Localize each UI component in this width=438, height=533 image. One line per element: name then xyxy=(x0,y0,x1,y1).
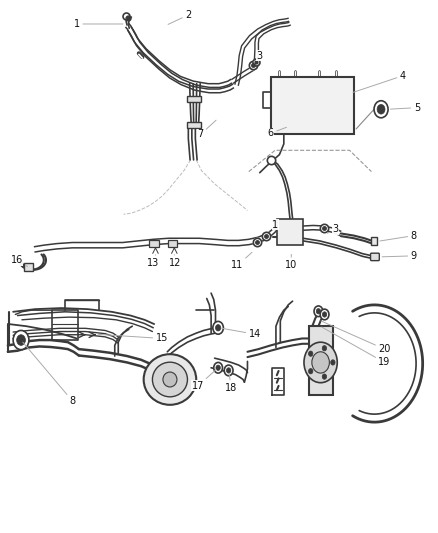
FancyBboxPatch shape xyxy=(168,240,177,247)
Circle shape xyxy=(374,101,388,118)
Circle shape xyxy=(224,365,233,376)
FancyBboxPatch shape xyxy=(187,96,201,102)
Circle shape xyxy=(226,368,231,373)
FancyBboxPatch shape xyxy=(371,237,377,245)
FancyBboxPatch shape xyxy=(277,219,303,245)
Text: 19: 19 xyxy=(322,327,391,367)
Circle shape xyxy=(377,104,385,114)
Text: 4: 4 xyxy=(353,71,406,92)
Circle shape xyxy=(308,368,313,374)
Text: 10: 10 xyxy=(285,254,297,270)
Text: 11: 11 xyxy=(231,252,252,270)
Text: 3: 3 xyxy=(328,224,338,234)
FancyBboxPatch shape xyxy=(371,253,379,261)
FancyBboxPatch shape xyxy=(187,122,201,128)
Circle shape xyxy=(216,365,220,370)
FancyBboxPatch shape xyxy=(309,326,333,395)
Text: 5: 5 xyxy=(390,103,420,112)
Text: 8: 8 xyxy=(380,231,417,241)
Circle shape xyxy=(308,351,313,357)
Text: 20: 20 xyxy=(321,321,391,354)
Text: 16: 16 xyxy=(11,255,28,266)
Ellipse shape xyxy=(163,372,177,387)
Text: 1: 1 xyxy=(269,220,278,231)
Text: 15: 15 xyxy=(98,334,168,343)
Circle shape xyxy=(13,330,29,350)
Circle shape xyxy=(322,345,327,351)
Text: 2: 2 xyxy=(168,10,191,25)
Text: 13: 13 xyxy=(147,255,159,268)
Circle shape xyxy=(320,309,329,320)
Text: 18: 18 xyxy=(225,373,237,393)
Circle shape xyxy=(331,360,335,365)
FancyBboxPatch shape xyxy=(271,77,354,134)
Circle shape xyxy=(322,374,327,379)
Text: 7: 7 xyxy=(198,120,216,139)
Text: 14: 14 xyxy=(222,328,261,339)
Circle shape xyxy=(316,309,321,314)
FancyBboxPatch shape xyxy=(24,263,33,271)
Circle shape xyxy=(304,342,337,383)
Circle shape xyxy=(322,312,327,317)
Text: 3: 3 xyxy=(254,51,262,62)
Text: 12: 12 xyxy=(169,255,181,268)
Ellipse shape xyxy=(152,362,187,397)
Text: 8: 8 xyxy=(23,342,75,406)
Circle shape xyxy=(213,321,223,334)
Circle shape xyxy=(214,362,223,373)
Circle shape xyxy=(312,352,329,373)
Circle shape xyxy=(314,306,323,317)
Text: 17: 17 xyxy=(192,369,216,391)
Text: 9: 9 xyxy=(382,251,417,261)
Circle shape xyxy=(17,335,25,345)
Text: 1: 1 xyxy=(74,19,123,29)
Text: 6: 6 xyxy=(268,127,286,138)
FancyBboxPatch shape xyxy=(149,240,159,247)
Ellipse shape xyxy=(144,354,196,405)
Circle shape xyxy=(215,325,221,331)
